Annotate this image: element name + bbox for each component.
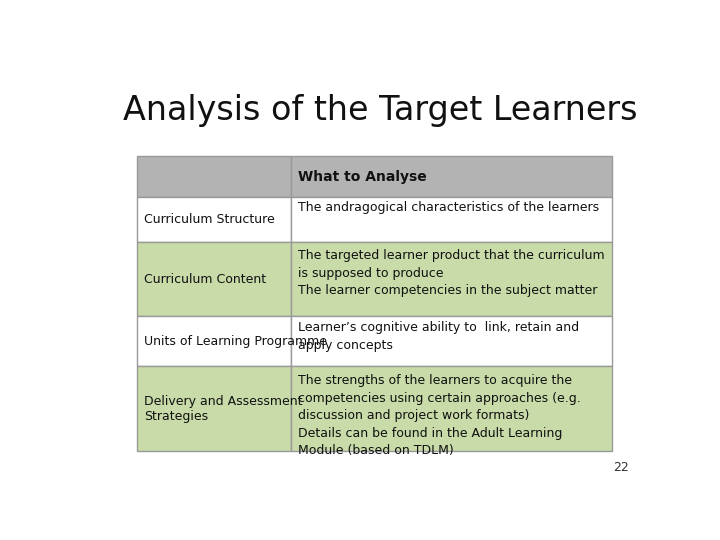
Bar	[138, 197, 291, 242]
Bar	[138, 242, 291, 316]
Text: Learner’s cognitive ability to  link, retain and
apply concepts: Learner’s cognitive ability to link, ret…	[297, 321, 579, 352]
Bar	[138, 156, 291, 197]
Bar	[291, 197, 612, 242]
Bar	[291, 156, 612, 197]
Text: The strengths of the learners to acquire the
competencies using certain approach: The strengths of the learners to acquire…	[297, 374, 580, 457]
Bar	[138, 366, 291, 451]
Text: Curriculum Content: Curriculum Content	[144, 273, 266, 286]
Text: Delivery and Assessment
Strategies: Delivery and Assessment Strategies	[144, 395, 302, 423]
Bar	[138, 316, 291, 366]
Bar	[291, 366, 612, 451]
Bar	[291, 316, 612, 366]
Bar	[291, 242, 612, 316]
Text: Analysis of the Target Learners: Analysis of the Target Learners	[124, 94, 638, 127]
Text: The andragogical characteristics of the learners: The andragogical characteristics of the …	[297, 201, 599, 214]
Text: What to Analyse: What to Analyse	[297, 170, 426, 184]
Text: Curriculum Structure: Curriculum Structure	[144, 213, 275, 226]
Text: Units of Learning Programme: Units of Learning Programme	[144, 335, 327, 348]
Text: The targeted learner product that the curriculum
is supposed to produce
The lear: The targeted learner product that the cu…	[297, 249, 604, 298]
Text: 22: 22	[613, 461, 629, 474]
